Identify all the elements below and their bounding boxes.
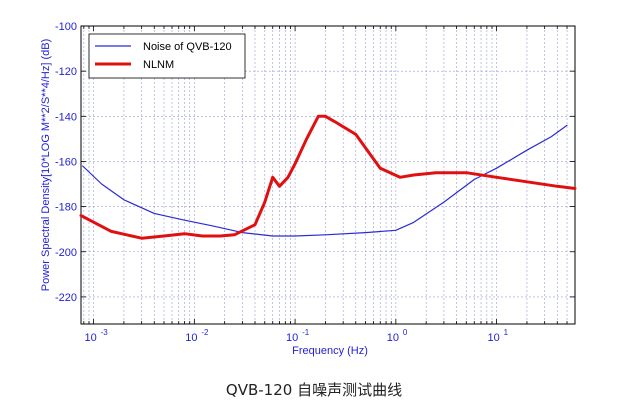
legend-box <box>88 33 246 79</box>
x-tick-label: 10 <box>185 332 197 344</box>
x-tick-label-exponent: -3 <box>101 328 109 337</box>
y-tick-label: -120 <box>55 66 77 78</box>
y-tick-label: -200 <box>55 247 77 259</box>
y-tick-label: -100 <box>55 21 77 33</box>
series-line-nlnm <box>79 114 577 240</box>
x-tick-label: 10 <box>487 332 499 344</box>
legend-label-noise-qvb: Noise of QVB-120 <box>143 41 232 53</box>
y-axis-label: Power Spectral Density[10*LOG M**2/S**4/… <box>40 39 52 292</box>
x-tick-label: 10 <box>286 332 298 344</box>
axes <box>80 25 576 325</box>
x-tick-label-exponent: -1 <box>302 328 310 337</box>
x-tick-label-exponent: 1 <box>504 328 509 337</box>
x-tick-label-exponent: 0 <box>403 328 408 337</box>
legend-label-nlnm: NLNM <box>143 59 174 71</box>
x-tick-label: 10 <box>84 332 96 344</box>
legend: Noise of QVB-120 NLNM <box>88 33 246 79</box>
x-axis-label: Frequency (Hz) <box>292 345 368 357</box>
y-tick-label: -180 <box>55 202 77 214</box>
x-tick-label: 10 <box>387 332 399 344</box>
y-tick-label: -160 <box>55 156 77 168</box>
plot-frame <box>80 25 576 325</box>
series-line-noise-qvb <box>82 124 568 237</box>
series-lines <box>79 114 577 240</box>
y-tick-label: -140 <box>55 111 77 123</box>
x-tick-label-exponent: -2 <box>201 328 209 337</box>
y-tick-label: -220 <box>55 292 77 304</box>
chart-caption: QVB-120 自噪声测试曲线 <box>225 381 403 399</box>
